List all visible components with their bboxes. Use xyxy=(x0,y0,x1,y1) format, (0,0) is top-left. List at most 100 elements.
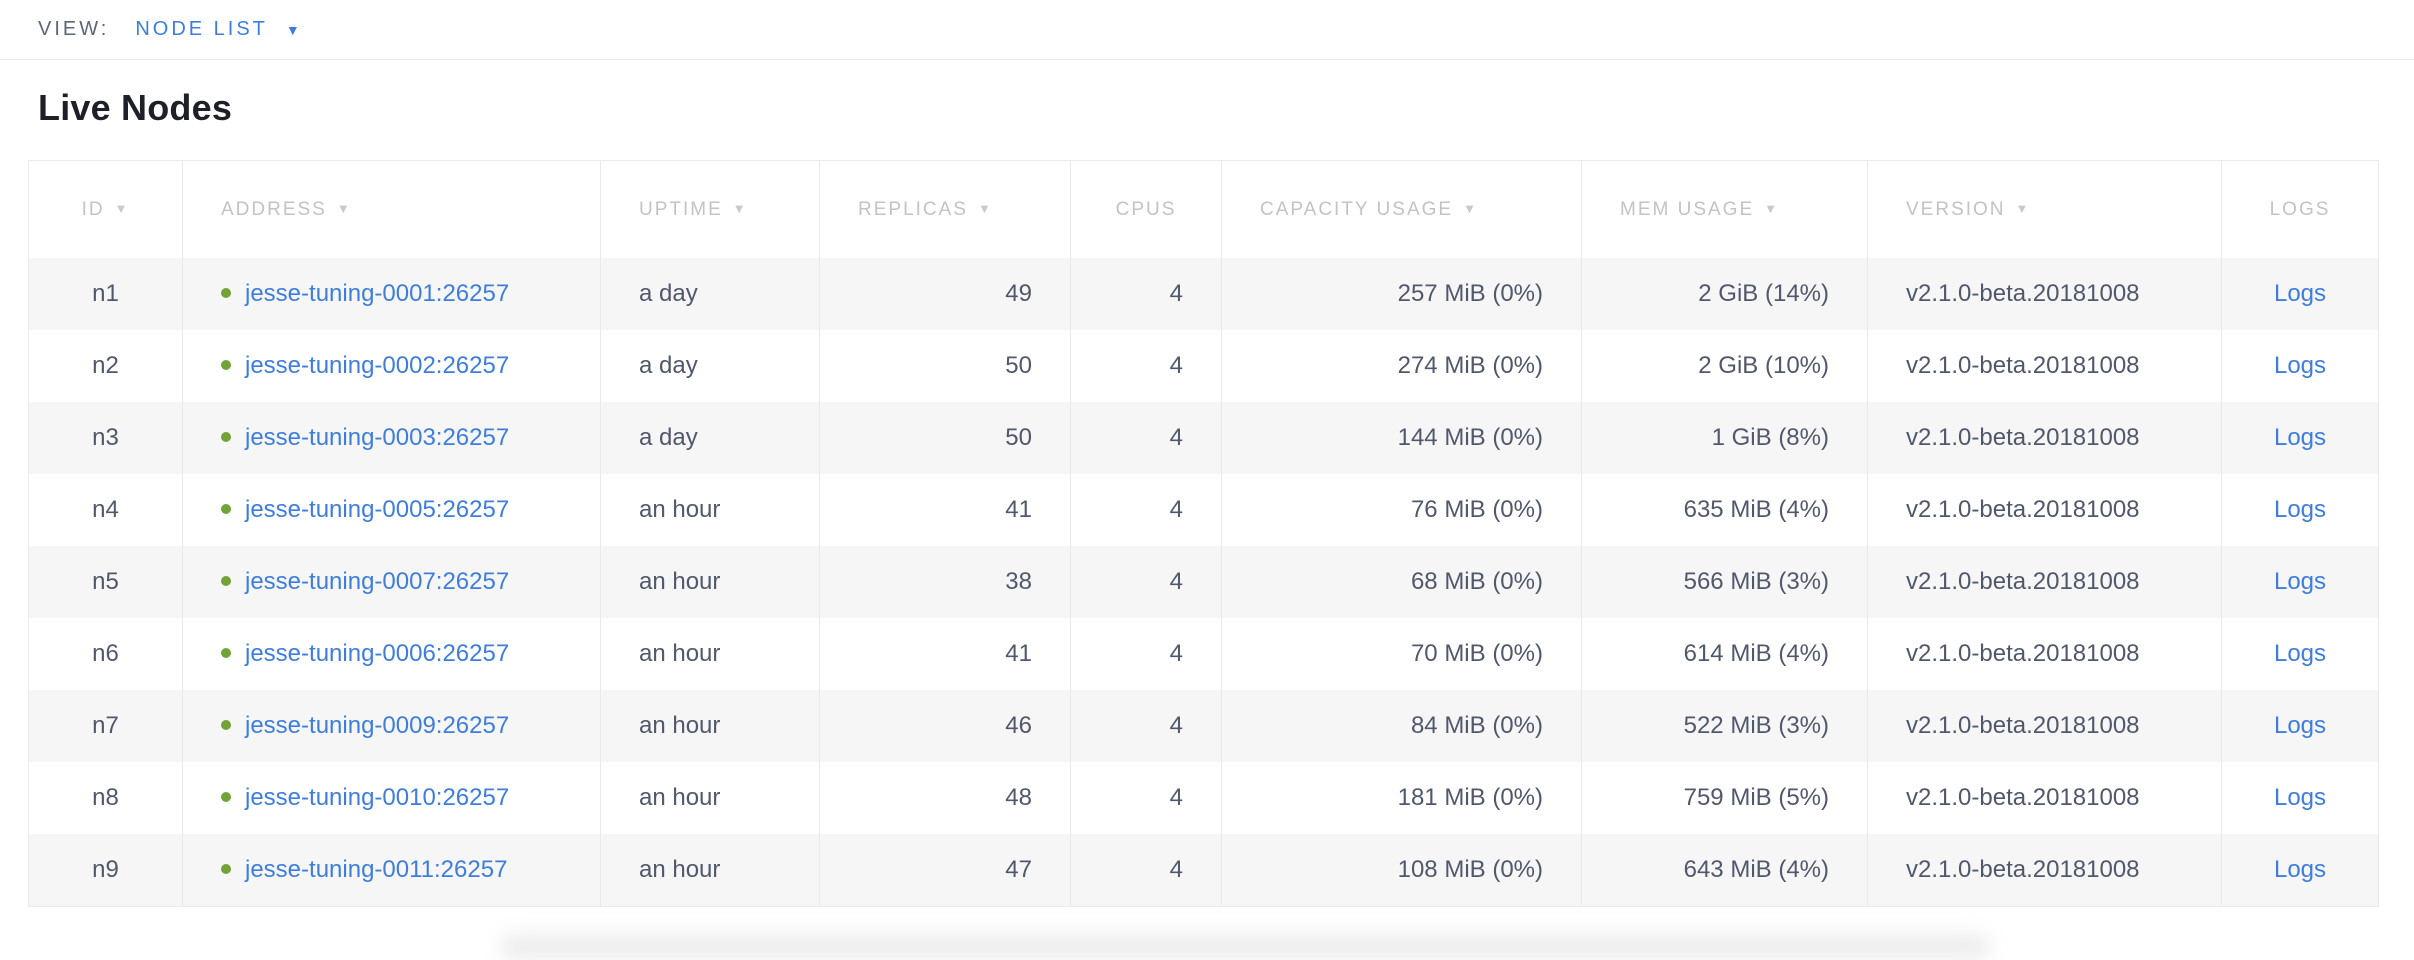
version-cell: v2.1.0-beta.20181008 xyxy=(1867,690,2222,762)
live-nodes-table: ID ▼ ADDRESS ▼ UPTIME ▼ REPLICAS ▼ CPUS CAPACITY … xyxy=(28,160,2379,907)
address-link[interactable]: jesse-tuning-0009:26257 xyxy=(245,712,510,739)
version-cell: v2.1.0-beta.20181008 xyxy=(1867,762,2222,834)
mem-cell: 522 MiB (3%) xyxy=(1581,690,1868,762)
capacity-cell: 274 MiB (0%) xyxy=(1221,330,1582,402)
logs-cell: Logs xyxy=(2221,330,2379,402)
id-cell: n4 xyxy=(92,496,119,523)
id-cell: n1 xyxy=(92,280,119,307)
address-link[interactable]: jesse-tuning-0001:26257 xyxy=(245,280,510,307)
column-header-uptime[interactable]: UPTIME ▼ xyxy=(600,160,820,258)
column-label-address: ADDRESS xyxy=(221,198,327,220)
address-cell: jesse-tuning-0007:26257 xyxy=(182,546,601,618)
address-cell: jesse-tuning-0002:26257 xyxy=(182,330,601,402)
version-cell: v2.1.0-beta.20181008 xyxy=(1867,546,2222,618)
node-row-n6: n6 jesse-tuning-0006:26257 an hour 41 4 70 Mi… xyxy=(29,618,2379,690)
node-health-icon xyxy=(221,719,231,730)
mem-cell: 643 MiB (4%) xyxy=(1581,834,1868,907)
node-health-icon xyxy=(221,287,231,298)
mem-cell: 1 GiB (8%) xyxy=(1581,402,1868,474)
capacity-cell: 70 MiB (0%) xyxy=(1221,618,1582,690)
column-label-logs: LOGS xyxy=(2269,198,2331,220)
version-cell: v2.1.0-beta.20181008 xyxy=(1867,618,2222,690)
id-cell: n5 xyxy=(92,568,119,595)
logs-cell: Logs xyxy=(2221,546,2379,618)
address-link[interactable]: jesse-tuning-0011:26257 xyxy=(245,856,508,883)
view-selected-value: NODE LIST xyxy=(135,18,268,40)
sort-desc-icon: ▼ xyxy=(732,200,748,216)
column-header-mem[interactable]: MEM USAGE ▼ xyxy=(1581,160,1868,258)
logs-link[interactable]: Logs xyxy=(2273,424,2327,451)
replicas-cell: 48 xyxy=(819,762,1071,834)
address-cell: jesse-tuning-0010:26257 xyxy=(182,762,601,834)
uptime-cell: an hour xyxy=(600,762,820,834)
table-body: n1 jesse-tuning-0001:26257 a day 49 4 257 MiB… xyxy=(28,258,2379,907)
logs-link[interactable]: Logs xyxy=(2273,712,2327,739)
mem-cell: 759 MiB (5%) xyxy=(1581,762,1868,834)
uptime-cell: an hour xyxy=(600,690,820,762)
column-header-id[interactable]: ID ▼ xyxy=(28,160,183,258)
mem-cell: 2 GiB (14%) xyxy=(1581,258,1868,330)
page-title: Live Nodes xyxy=(38,87,233,128)
column-header-address[interactable]: ADDRESS ▼ xyxy=(182,160,601,258)
column-label-id: ID xyxy=(81,198,105,220)
cpus-cell: 4 xyxy=(1070,690,1222,762)
version-cell: v2.1.0-beta.20181008 xyxy=(1867,258,2222,330)
logs-cell: Logs xyxy=(2221,258,2379,330)
column-header-replicas[interactable]: REPLICAS ▼ xyxy=(819,160,1071,258)
column-label-replicas: REPLICAS xyxy=(858,198,968,220)
address-link[interactable]: jesse-tuning-0006:26257 xyxy=(245,640,510,667)
logs-link[interactable]: Logs xyxy=(2273,640,2327,667)
address-link[interactable]: jesse-tuning-0005:26257 xyxy=(245,496,510,523)
uptime-cell: an hour xyxy=(600,474,820,546)
view-bar: VIEW: NODE LIST ▼ xyxy=(0,0,2414,60)
id-cell: n6 xyxy=(92,640,119,667)
address-cell: jesse-tuning-0011:26257 xyxy=(182,834,601,907)
address-link[interactable]: jesse-tuning-0007:26257 xyxy=(245,568,510,595)
address-link[interactable]: jesse-tuning-0003:26257 xyxy=(245,424,510,451)
address-cell: jesse-tuning-0009:26257 xyxy=(182,690,601,762)
live-nodes-table-container: ID ▼ ADDRESS ▼ UPTIME ▼ REPLICAS ▼ CPUS CAPACITY … xyxy=(28,160,2414,907)
address-cell: jesse-tuning-0005:26257 xyxy=(182,474,601,546)
capacity-cell: 144 MiB (0%) xyxy=(1221,402,1582,474)
uptime-cell: an hour xyxy=(600,546,820,618)
capacity-cell: 76 MiB (0%) xyxy=(1221,474,1582,546)
sort-desc-icon: ▼ xyxy=(1463,200,1478,216)
address-link[interactable]: jesse-tuning-0002:26257 xyxy=(245,352,510,379)
logs-link[interactable]: Logs xyxy=(2273,496,2327,523)
node-health-icon xyxy=(221,503,231,514)
version-cell: v2.1.0-beta.20181008 xyxy=(1867,330,2222,402)
replicas-cell: 41 xyxy=(819,618,1071,690)
logs-link[interactable]: Logs xyxy=(2273,568,2327,595)
column-header-version[interactable]: VERSION ▼ xyxy=(1867,160,2222,258)
next-section-shadow xyxy=(500,934,1990,960)
logs-link[interactable]: Logs xyxy=(2273,856,2327,883)
replicas-cell: 46 xyxy=(819,690,1071,762)
mem-cell: 635 MiB (4%) xyxy=(1581,474,1868,546)
logs-cell: Logs xyxy=(2221,834,2379,907)
node-health-icon xyxy=(221,791,231,802)
cpus-cell: 4 xyxy=(1070,474,1222,546)
sort-desc-icon: ▼ xyxy=(977,200,993,216)
replicas-cell: 50 xyxy=(819,330,1071,402)
logs-link[interactable]: Logs xyxy=(2273,352,2327,379)
capacity-cell: 108 MiB (0%) xyxy=(1221,834,1582,907)
view-selector-dropdown[interactable]: NODE LIST ▼ xyxy=(135,18,299,41)
node-row-n3: n3 jesse-tuning-0003:26257 a day 50 4 144 MiB… xyxy=(28,402,2379,474)
replicas-cell: 47 xyxy=(819,834,1071,907)
node-health-icon xyxy=(221,863,231,874)
column-label-capacity: CAPACITY USAGE xyxy=(1260,198,1454,220)
table-header-row: ID ▼ ADDRESS ▼ UPTIME ▼ REPLICAS ▼ CPUS CAPACITY … xyxy=(28,160,2379,258)
column-header-cpus: CPUS xyxy=(1070,160,1222,258)
mem-cell: 614 MiB (4%) xyxy=(1581,618,1868,690)
logs-link[interactable]: Logs xyxy=(2273,280,2327,307)
capacity-cell: 181 MiB (0%) xyxy=(1221,762,1582,834)
replicas-cell: 38 xyxy=(819,546,1071,618)
logs-link[interactable]: Logs xyxy=(2273,784,2327,811)
column-header-logs: LOGS xyxy=(2221,160,2379,258)
node-row-n1: n1 jesse-tuning-0001:26257 a day 49 4 257 MiB… xyxy=(28,258,2379,330)
id-cell: n9 xyxy=(92,856,119,883)
column-header-capacity[interactable]: CAPACITY USAGE ▼ xyxy=(1221,160,1582,258)
node-health-icon xyxy=(221,647,231,658)
uptime-cell: a day xyxy=(600,258,820,330)
address-link[interactable]: jesse-tuning-0010:26257 xyxy=(245,784,510,811)
